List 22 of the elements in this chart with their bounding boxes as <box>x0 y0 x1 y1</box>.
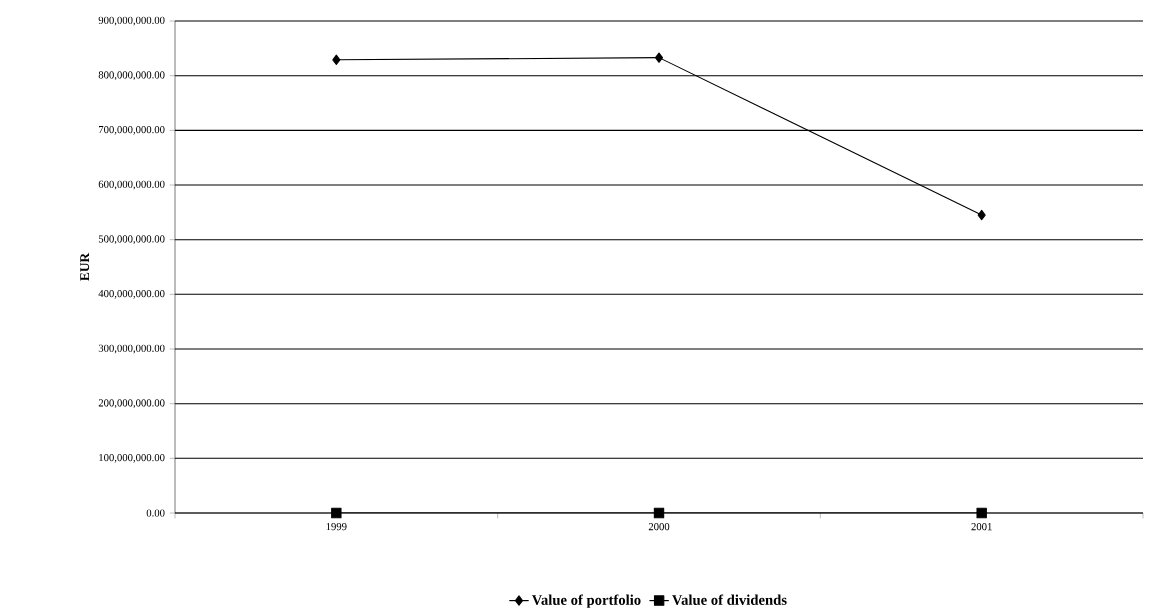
legend-label: Value of dividends <box>671 594 787 605</box>
y-tick-label: 200,000,000.00 <box>98 399 165 409</box>
y-tick-label: 800,000,000.00 <box>98 71 165 81</box>
y-tick-label: 300,000,000.00 <box>98 344 165 354</box>
y-tick-label: 600,000,000.00 <box>98 180 165 190</box>
y-tick-label: 700,000,000.00 <box>99 125 165 135</box>
y-tick-label: 0.00 <box>146 509 165 517</box>
y-tick-label: 400,000,000.00 <box>98 289 165 299</box>
y-tick-label: 500,000,000.00 <box>98 235 165 245</box>
y-axis-title: EUR <box>80 252 90 281</box>
x-tick-label: 1999 <box>326 523 347 531</box>
point <box>331 507 342 519</box>
point <box>332 54 341 66</box>
legend-label: Value of portfolio <box>531 594 641 608</box>
x-tick-label: 2001 <box>971 523 992 531</box>
y-tick-label: 900,000,000.00 <box>98 16 165 26</box>
point <box>654 52 664 63</box>
point <box>976 507 987 519</box>
x-tick-label: 2000 <box>648 523 670 531</box>
point <box>977 209 986 221</box>
y-tick-label: 100,000,000.00 <box>99 453 165 463</box>
point <box>653 507 665 519</box>
